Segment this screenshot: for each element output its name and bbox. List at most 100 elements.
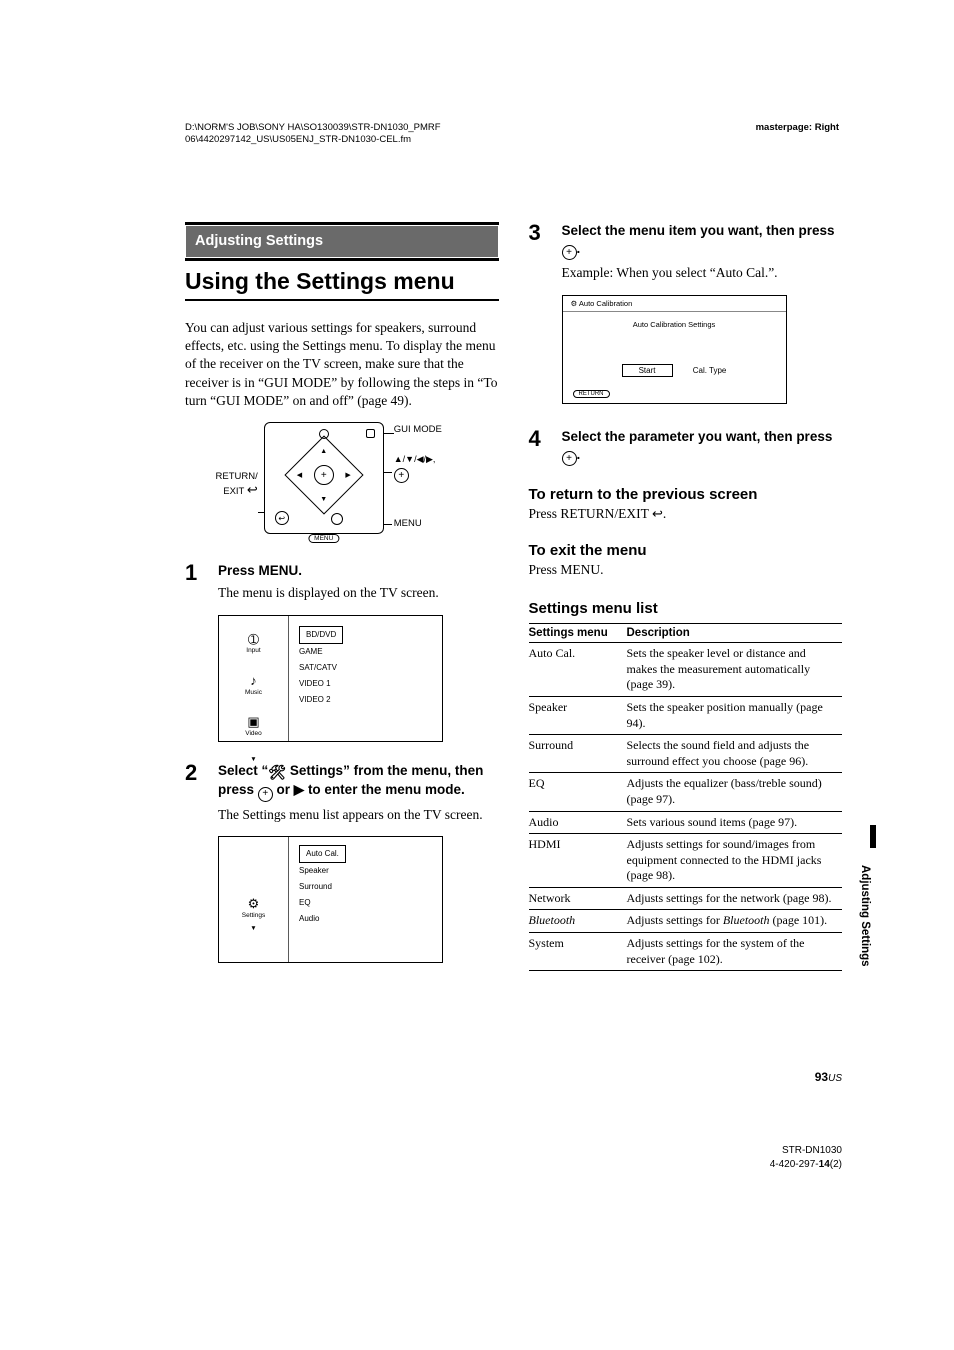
settings-table: Settings menu Description Auto Cal.Sets … xyxy=(529,623,843,971)
side-tab-text: Adjusting Settings xyxy=(859,865,871,967)
intro-text: You can adjust various settings for spea… xyxy=(185,319,499,410)
menu1-item: GAME xyxy=(299,644,432,660)
menu2-item: Auto Cal. xyxy=(299,845,432,863)
footer-code-b: 14 xyxy=(819,1159,830,1170)
table-cell-desc: Sets the speaker position manually (page… xyxy=(627,696,843,734)
menu1-list: BD/DVDGAMESAT/CATVVIDEO 1VIDEO 2 xyxy=(289,616,442,741)
menu1-screenshot: ➀Input♪Music▣Video▼ BD/DVDGAMESAT/CATVVI… xyxy=(218,615,443,742)
step-4: 4 Select the parameter you want, then pr… xyxy=(529,428,843,466)
table-row: SystemAdjusts settings for the system of… xyxy=(529,933,843,971)
menu1-side-item: ➀Input xyxy=(246,632,260,655)
callout-menu: MENU xyxy=(394,518,422,529)
footer-code-a: 4-420-297- xyxy=(770,1159,819,1170)
step-1-num: 1 xyxy=(185,562,200,741)
remote-diagram: RETURN/ EXIT GUI MODE ▲/▼/◀/▶, + MENU ▲ xyxy=(202,422,482,542)
table-header-row: Settings menu Description xyxy=(529,624,843,643)
menu1-sidebar: ➀Input♪Music▣Video▼ xyxy=(219,616,289,741)
table-cell-menu: HDMI xyxy=(529,834,627,888)
auto-cal-titlebar: ⚙ Auto Calibration xyxy=(563,296,786,312)
menu2-sidebar: ⚙ Settings ▼ xyxy=(219,837,289,962)
table-cell-menu: Speaker xyxy=(529,696,627,734)
settings-list-heading: Settings menu list xyxy=(529,600,843,617)
step-2-title: Select “🛠 Settings” from the menu, then … xyxy=(218,762,499,802)
table-row: AudioSets various sound items (page 97). xyxy=(529,811,843,834)
table-row: SpeakerSets the speaker position manuall… xyxy=(529,696,843,734)
left-column: Adjusting Settings Using the Settings me… xyxy=(185,222,499,971)
table-cell-desc: Adjusts settings for the system of the r… xyxy=(627,933,843,971)
callout-return-exit: RETURN/ EXIT xyxy=(192,472,258,497)
plus-icon: + xyxy=(562,451,577,466)
step-1: 1 Press MENU. The menu is displayed on t… xyxy=(185,562,499,741)
step-3-num: 3 xyxy=(529,222,544,404)
menu2-item: Speaker xyxy=(299,863,432,879)
auto-cal-buttons: Start Cal. Type xyxy=(563,364,786,377)
return-button: ↩ xyxy=(275,511,289,525)
step-4-num: 4 xyxy=(529,428,544,466)
menu1-item: VIDEO 1 xyxy=(299,676,432,692)
settings-icon: ⚙ xyxy=(248,896,260,912)
return-icon xyxy=(652,506,663,521)
step-3-title: Select the menu item you want, then pres… xyxy=(562,222,843,260)
step-3-text: Example: When you select “Auto Cal.”. xyxy=(562,264,843,282)
plus-icon: + xyxy=(394,468,409,483)
step-2-num: 2 xyxy=(185,762,200,963)
page-num-region: US xyxy=(828,1073,842,1084)
remote-dpad: ▲ ▼ ◀ ▶ + xyxy=(296,447,352,503)
table-cell-menu: Network xyxy=(529,887,627,910)
menu2-list: Auto Cal.SpeakerSurroundEQAudio xyxy=(289,837,442,962)
settings-label: Settings xyxy=(242,912,266,919)
table-cell-desc: Selects the sound field and adjusts the … xyxy=(627,735,843,773)
menu1-item: BD/DVD xyxy=(299,624,432,644)
plus-icon: + xyxy=(258,787,273,802)
table-row: SurroundSelects the sound field and adju… xyxy=(529,735,843,773)
step-1-text: The menu is displayed on the TV screen. xyxy=(218,584,499,602)
exit-text: Press MENU. xyxy=(529,562,843,578)
footer: STR-DN1030 4-420-297-14(2) xyxy=(770,1144,842,1171)
menu2-screenshot: ⚙ Settings ▼ Auto Cal.SpeakerSurroundEQA… xyxy=(218,836,443,963)
step-3: 3 Select the menu item you want, then pr… xyxy=(529,222,843,404)
center-button: + xyxy=(314,465,334,485)
table-header-desc: Description xyxy=(627,624,843,643)
table-header-menu: Settings menu xyxy=(529,624,627,643)
step-4-title: Select the parameter you want, then pres… xyxy=(562,428,843,466)
header-path-line2: 06\4420297142_US\US05ENJ_STR-DN1030-CEL.… xyxy=(185,134,411,145)
page-num-value: 93 xyxy=(815,1070,828,1084)
table-cell-menu: Auto Cal. xyxy=(529,643,627,697)
table-cell-menu: Bluetooth xyxy=(529,910,627,933)
table-row: HDMIAdjusts settings for sound/images fr… xyxy=(529,834,843,888)
table-cell-desc: Sets the speaker level or distance and m… xyxy=(627,643,843,697)
table-row: EQAdjusts the equalizer (bass/treble sou… xyxy=(529,773,843,811)
menu1-side-item: ▣Video xyxy=(245,714,262,737)
table-cell-menu: System xyxy=(529,933,627,971)
caltype-button: Cal. Type xyxy=(693,366,727,375)
table-row: Auto Cal.Sets the speaker level or dista… xyxy=(529,643,843,697)
table-row: BluetoothAdjusts settings for Bluetooth … xyxy=(529,910,843,933)
page-number: 93US xyxy=(815,1070,842,1084)
table-row: NetworkAdjusts settings for the network … xyxy=(529,887,843,910)
menu1-item: SAT/CATV xyxy=(299,660,432,676)
table-cell-desc: Sets various sound items (page 97). xyxy=(627,811,843,834)
table-cell-menu: Audio xyxy=(529,811,627,834)
menu1-side-item: ♪Music xyxy=(245,673,262,696)
return-text: Press RETURN/EXIT . xyxy=(529,506,843,522)
start-button: Start xyxy=(622,364,673,377)
remote-panel: ▲ ▼ ◀ ▶ + ↩ MENU xyxy=(264,422,384,534)
step-2-text: The Settings menu list appears on the TV… xyxy=(218,806,499,824)
side-tab: Adjusting Settings xyxy=(855,865,872,1022)
callout-gui-mode: GUI MODE xyxy=(394,424,442,435)
header-path: D:\NORM'S JOB\SONY HA\SO130039\STR-DN103… xyxy=(185,122,441,146)
menu-button: MENU xyxy=(308,534,339,543)
auto-cal-screenshot: ⚙ Auto Calibration Auto Calibration Sett… xyxy=(562,295,787,404)
menu2-item: Surround xyxy=(299,879,432,895)
return-heading: To return to the previous screen xyxy=(529,486,843,503)
section-bar: Adjusting Settings xyxy=(185,222,499,261)
toolbox-icon: 🛠 xyxy=(268,763,286,782)
header-path-line1: D:\NORM'S JOB\SONY HA\SO130039\STR-DN103… xyxy=(185,122,441,133)
menu1-item: VIDEO 2 xyxy=(299,692,432,708)
menu2-item: Audio xyxy=(299,911,432,927)
step-2: 2 Select “🛠 Settings” from the menu, the… xyxy=(185,762,499,963)
table-cell-desc: Adjusts settings for the network (page 9… xyxy=(627,887,843,910)
right-column: 3 Select the menu item you want, then pr… xyxy=(529,222,843,971)
footer-model: STR-DN1030 xyxy=(782,1145,842,1156)
callout-directions: ▲/▼/◀/▶, + xyxy=(394,453,436,483)
